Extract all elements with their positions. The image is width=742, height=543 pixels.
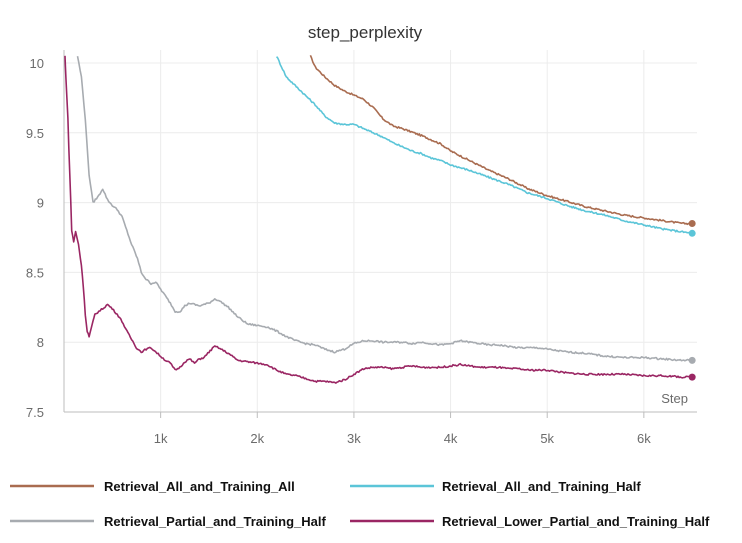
legend-label: Retrieval_Partial_and_Training_Half [104,514,326,529]
x-tick-label: 1k [154,431,168,446]
legend-label: Retrieval_Lower_Partial_and_Training_Hal… [442,514,710,529]
x-tick-label: 4k [444,431,458,446]
x-tick-label: 2k [250,431,264,446]
y-tick-label: 8.5 [26,265,44,280]
legend: Retrieval_All_and_Training_All Retrieval_… [10,479,710,529]
chart-title: step_perplexity [308,23,423,42]
x-tick-label: 6k [637,431,651,446]
legend-label: Retrieval_All_and_Training_All [104,479,295,494]
series-line-retrieval-partial-and-training-half [76,56,693,362]
x-tick-label: 3k [347,431,361,446]
series-line-retrieval-all-and-training-half [275,56,693,235]
series-end-point-retrieval-all-and-training-all [688,220,696,228]
y-tick-label: 7.5 [26,405,44,420]
series-line-retrieval-all-and-training-all [309,54,693,226]
legend-label: Retrieval_All_and_Training_Half [442,479,641,494]
x-axis-label: Step [661,391,688,406]
series-end-point-retrieval-lower-partial-and-training-half [688,373,696,381]
y-tick-label: 9.5 [26,126,44,141]
y-tick-label: 9 [37,196,44,211]
axes: 7.5 8 8.5 9 9.5 10 1k 2k 3k 4k 5k 6k [26,50,697,446]
series-line-retrieval-lower-partial-and-training-half [64,55,693,384]
x-tick-label: 5k [540,431,554,446]
series-end-point-retrieval-all-and-training-half [688,229,696,237]
series-end-point-retrieval-partial-and-training-half [688,356,696,364]
y-tick-label: 8 [37,335,44,350]
grid [64,50,697,412]
y-tick-label: 10 [30,56,44,71]
series-group [64,54,693,384]
